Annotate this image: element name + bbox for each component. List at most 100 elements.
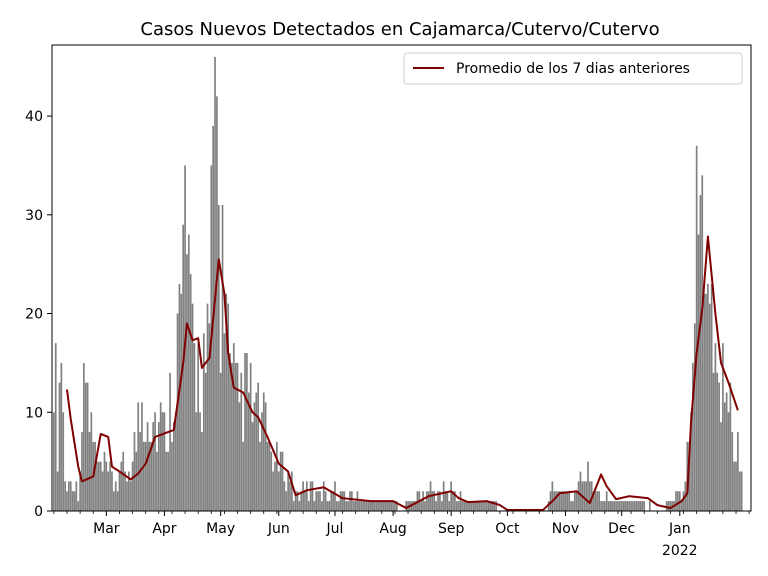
bar (277, 471, 280, 511)
bar (96, 461, 98, 511)
bar (596, 491, 599, 511)
y-tick-label: 40 (25, 109, 43, 125)
bar (306, 481, 308, 511)
bar (712, 372, 715, 511)
bar (229, 353, 231, 511)
bar (142, 441, 145, 511)
bar (146, 422, 149, 511)
bar (225, 293, 228, 511)
bar (317, 491, 319, 511)
bar (639, 501, 642, 511)
bar (262, 392, 265, 511)
bar (395, 501, 398, 511)
bar (137, 402, 140, 511)
bar (107, 471, 110, 511)
bar (549, 491, 552, 511)
bar (300, 491, 303, 511)
bar (493, 501, 496, 511)
bar (495, 501, 497, 511)
bar (257, 382, 259, 511)
bar (86, 382, 89, 511)
bar (394, 501, 396, 511)
bar (587, 461, 589, 511)
bar (341, 491, 344, 511)
bar (459, 491, 462, 511)
legend-label: Promedio de los 7 dias anteriores (456, 61, 690, 77)
bar (186, 254, 188, 511)
bar (133, 432, 136, 511)
bar (440, 501, 443, 511)
bar (572, 501, 574, 511)
bar (358, 501, 361, 511)
bar (360, 501, 363, 511)
bar (620, 501, 623, 511)
bar (570, 501, 572, 511)
bar (266, 441, 269, 511)
bar (626, 501, 629, 511)
bar (583, 481, 586, 511)
bar (692, 362, 694, 511)
bar (101, 471, 104, 511)
bar (253, 402, 256, 511)
bar (114, 481, 117, 511)
bar (255, 392, 258, 511)
bar (607, 501, 610, 511)
bar (187, 234, 190, 511)
bar (362, 501, 364, 511)
bar (677, 491, 679, 511)
bar (309, 481, 312, 511)
bar (442, 481, 445, 511)
bar (259, 441, 261, 511)
bar (249, 362, 252, 511)
bar (491, 501, 494, 511)
bar (195, 412, 198, 511)
bar (60, 362, 63, 511)
bar (307, 501, 310, 511)
bar (470, 501, 473, 511)
bar (109, 461, 111, 511)
bar (547, 501, 550, 511)
bar (427, 491, 430, 511)
bar (90, 412, 93, 511)
bar (356, 491, 359, 511)
bar (219, 372, 222, 511)
bar (285, 491, 288, 511)
x-tick-label: Nov (552, 521, 579, 537)
x-tick-label: Jan (668, 521, 691, 537)
bar (725, 392, 728, 511)
bar (354, 501, 357, 511)
bar (452, 491, 454, 511)
bar (624, 501, 627, 511)
bar (68, 481, 70, 511)
x-tick-label: Dec (608, 521, 635, 537)
bar (551, 481, 554, 511)
bar (279, 451, 282, 511)
bar (349, 491, 351, 511)
bar (261, 412, 263, 511)
bar (268, 441, 271, 511)
bar (296, 491, 299, 511)
bar (180, 293, 183, 511)
y-tick-label: 20 (25, 307, 43, 323)
bar (319, 491, 321, 511)
bar (231, 362, 233, 511)
bar (64, 481, 66, 511)
bar (141, 402, 143, 511)
bar (472, 501, 475, 511)
bar (457, 501, 460, 511)
bar (648, 501, 651, 511)
bar (350, 491, 353, 511)
bar (579, 471, 582, 511)
bar (568, 491, 571, 511)
bar (600, 501, 602, 511)
bar (682, 491, 685, 511)
bar (75, 481, 78, 511)
bar (53, 412, 55, 511)
bar (345, 501, 348, 511)
bar (238, 402, 241, 511)
bar (161, 412, 164, 511)
bar (454, 491, 456, 511)
bar (165, 451, 168, 511)
bar (710, 283, 713, 511)
x-tick-label: Jun (267, 521, 290, 537)
